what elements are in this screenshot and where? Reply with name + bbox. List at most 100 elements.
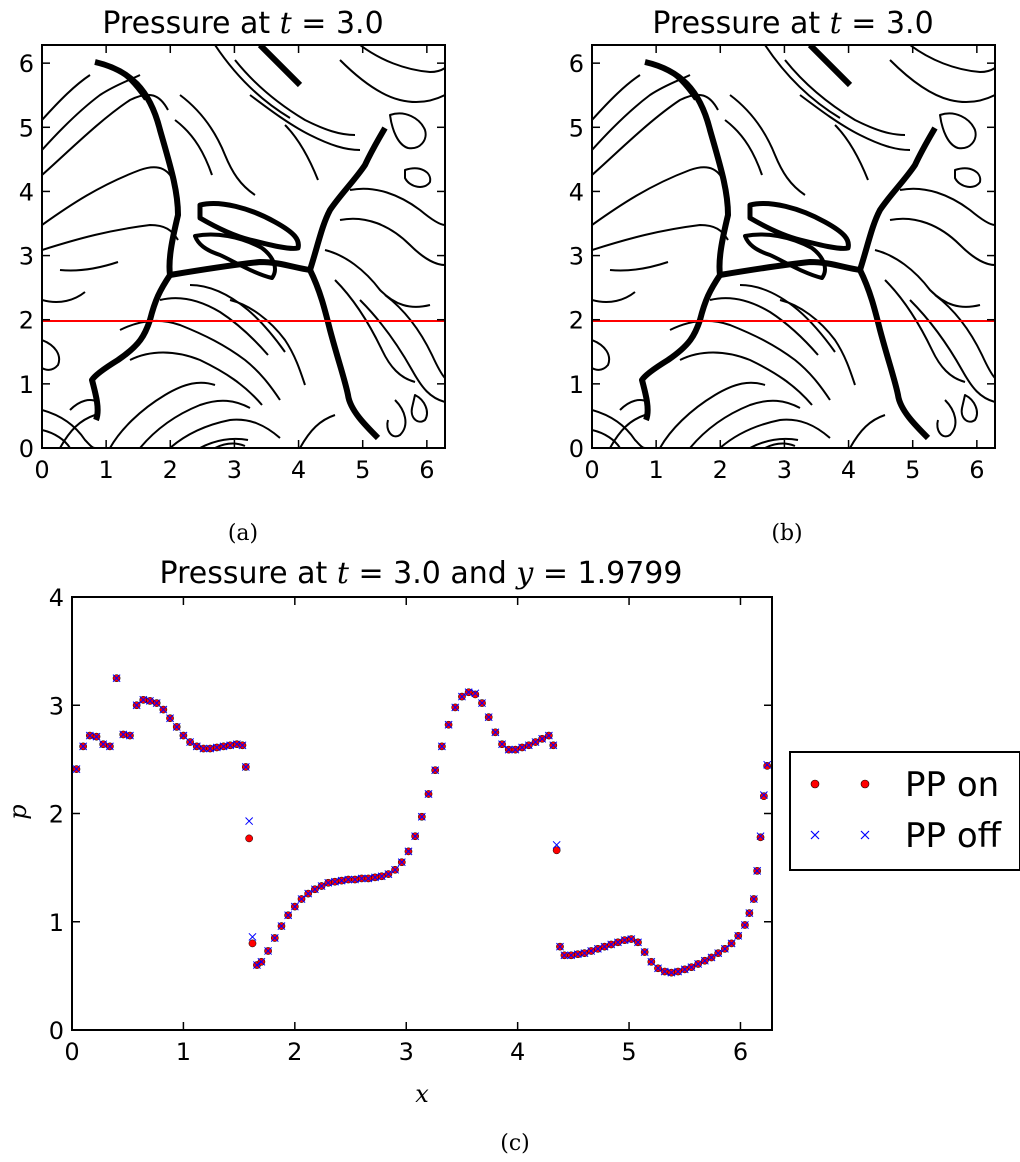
pp-off-point [756, 832, 765, 841]
panel_a-ytick-label: 3 [19, 243, 34, 271]
pp-on-point [756, 833, 765, 842]
pp-off-point [377, 872, 386, 881]
pp-off-point [125, 731, 134, 740]
pp-off-point [556, 942, 564, 951]
panel_b-xtick-label: 5 [905, 456, 920, 484]
panel-c-xtick-label: 0 [64, 1038, 79, 1066]
panel_b-ytick-label: 0 [569, 435, 584, 463]
pp-off-point [727, 939, 736, 948]
panel_a-ytick-label: 5 [19, 114, 34, 142]
pp-off-point [179, 731, 188, 740]
pp-off-point [647, 957, 656, 966]
panel_a-xtick-label: 2 [163, 456, 178, 484]
pp-on-point [245, 834, 253, 843]
panel-a-axes-frame [41, 44, 446, 449]
pp-off-point [417, 812, 426, 821]
pp-off-point [297, 895, 306, 903]
panel-c-ytick-label: 2 [49, 801, 64, 829]
pp-off-point [687, 963, 696, 972]
pp-off-point [734, 931, 743, 940]
panel_b-xtick-label: 0 [584, 456, 599, 484]
panel_a-ytick-label: 6 [19, 50, 34, 78]
panel-c-ytick-label: 4 [49, 584, 64, 612]
pp-off-point [491, 728, 500, 737]
pp-off-point [471, 689, 480, 698]
pp-off-point [552, 840, 561, 849]
pp-off-point [284, 911, 293, 920]
pp-off-point [152, 699, 161, 708]
pp-off-point [518, 743, 527, 752]
panel_a-ytick-label: 4 [19, 178, 34, 206]
panel_a-ytick-label: 1 [19, 371, 34, 399]
legend: PP on PP off [789, 751, 1020, 871]
panel-c-xtick-label: 2 [287, 1038, 302, 1066]
pp-off-point [498, 740, 507, 749]
pp-off-point [753, 866, 762, 875]
pp-off-point [607, 940, 616, 949]
pp-off-point [634, 938, 642, 947]
legend-marker-pp-off-2 [860, 830, 870, 840]
pp-off-point [270, 934, 279, 942]
pp-off-point [85, 731, 94, 740]
panel-c-xtick-label: 4 [510, 1038, 525, 1066]
pp-off-point [324, 878, 333, 887]
panel_b-ytick-label: 5 [569, 114, 584, 142]
pp-on-point [471, 690, 480, 699]
pp-off-point [759, 791, 768, 800]
panel_b-xtick-label: 4 [841, 456, 856, 484]
pp-off-point [357, 874, 366, 883]
panel-c-title: Pressure at t = 3.0 and y = 1.9799 [160, 556, 683, 591]
pp-off-point [580, 949, 589, 958]
pp-off-point [707, 953, 716, 962]
pp-off-point [431, 766, 440, 775]
pp-off-point [304, 889, 313, 898]
panel_a-xtick-label: 1 [99, 456, 114, 484]
pp-off-point [531, 738, 540, 747]
pp-off-point [248, 932, 257, 941]
panel_b-ytick-label: 6 [569, 50, 584, 78]
pp-off-point [484, 713, 493, 722]
pp-off-point [344, 875, 353, 884]
panel-c-data-points [72, 674, 772, 977]
legend-label-pp-off: PP off [905, 816, 1003, 856]
pp-off-point [680, 965, 689, 974]
pp-off-point [573, 950, 582, 959]
pp-off-point [105, 742, 114, 751]
pp-off-point [720, 944, 729, 953]
pp-off-point [411, 832, 420, 841]
panel_a-xtick-label: 3 [227, 456, 242, 484]
panel-c-xtick-label: 1 [176, 1038, 191, 1066]
pp-off-point [549, 741, 558, 750]
pp-off-point [397, 858, 406, 867]
panel-c-xtick-label: 6 [733, 1038, 748, 1066]
panel-c-ylabel: p [4, 804, 32, 819]
panel-a-ticks: 0 1 2 3 4 5 6 0 1 2 3 4 5 6 [19, 45, 445, 484]
pp-off-point [714, 949, 723, 958]
panel_a-xtick-label: 5 [355, 456, 370, 484]
pp-off-point [444, 720, 453, 729]
pp-off-point [504, 745, 513, 754]
pp-on-point [760, 792, 768, 801]
pp-off-point [457, 692, 466, 701]
pp-off-point [371, 873, 379, 882]
pp-off-point [159, 705, 168, 714]
panel_b-ytick-label: 4 [569, 178, 584, 206]
panel-c-ytick-label: 0 [49, 1017, 64, 1045]
pp-off-point [640, 948, 649, 957]
panel-b-title: Pressure at t = 3.0 [652, 6, 933, 41]
pp-off-point [72, 765, 81, 774]
pp-off-point [364, 874, 373, 883]
legend-marker-pp-on-2 [860, 779, 870, 789]
pp-off-point [112, 674, 121, 683]
pp-off-point [620, 936, 629, 945]
panel-c-xtick-label: 5 [621, 1038, 636, 1066]
pp-off-point [600, 942, 609, 951]
legend-marker-pp-off-1 [810, 830, 820, 840]
pp-off-point [404, 847, 413, 856]
panel-c-xlabel: x [415, 1080, 429, 1108]
pp-off-point [674, 967, 683, 976]
legend-label-pp-on: PP on [905, 765, 999, 805]
panel-b-ticks: 0 1 2 3 4 5 6 0 1 2 3 4 5 6 [569, 45, 995, 484]
pp-off-point [464, 688, 473, 697]
pp-off-point [424, 790, 433, 798]
